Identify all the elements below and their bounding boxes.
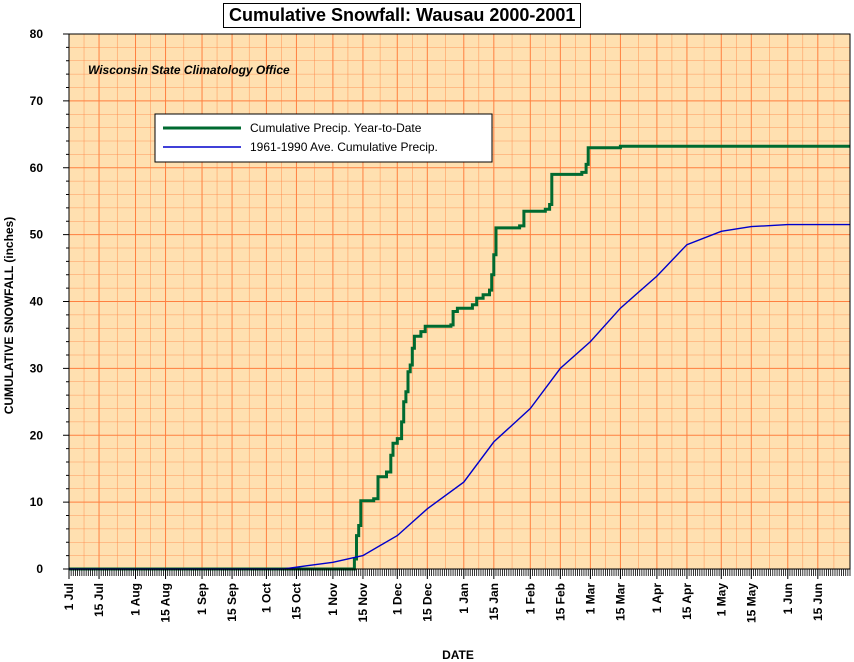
x-tick-label: 15 Oct xyxy=(289,583,303,620)
legend-label-1: Cumulative Precip. Year-to-Date xyxy=(250,121,422,135)
x-tick-label: 15 Jul xyxy=(92,583,106,617)
x-tick-label: 15 Jun xyxy=(811,583,825,621)
x-tick-label: 1 Apr xyxy=(650,583,664,614)
x-tick-label: 1 Jun xyxy=(781,583,795,614)
y-tick-label: 10 xyxy=(30,495,44,509)
series-line-2 xyxy=(69,223,850,570)
y-tick-label: 40 xyxy=(30,295,44,309)
x-tick-label: 15 Jan xyxy=(487,583,501,620)
y-tick-label: 0 xyxy=(36,562,43,576)
legend-label-2: 1961-1990 Ave. Cumulative Precip. xyxy=(250,140,438,154)
y-tick-label: 30 xyxy=(30,361,44,375)
x-tick-label: 1 Dec xyxy=(390,583,404,615)
y-axis-label: CUMULATIVE SNOWFALL (inches) xyxy=(2,217,16,415)
x-tick-label: 1 Sep xyxy=(195,583,209,615)
x-tick-label: 15 Apr xyxy=(680,583,694,620)
x-tick-label: 1 Mar xyxy=(583,583,597,615)
legend-box xyxy=(154,113,493,163)
series-layer xyxy=(69,144,850,571)
x-axis: 1 Jul 15 Jul 1 Aug 15 Aug 1 Sep 15 Sep 1 Oct 15… xyxy=(62,569,851,623)
y-axis: 0 10 20 30 40 50 60 70 80 xyxy=(30,27,69,576)
x-tick-label: 15 Nov xyxy=(356,583,370,623)
x-tick-label: 15 Feb xyxy=(553,583,567,621)
x-tick-label: 15 Mar xyxy=(613,583,627,621)
legend: Cumulative Precip. Year-to-Date 1961-1990… xyxy=(154,113,493,163)
x-tick-label: 15 Sep xyxy=(225,583,239,622)
y-tick-label: 60 xyxy=(30,161,44,175)
x-axis-label: DATE xyxy=(442,648,474,662)
chart-subtitle: Wisconsin State Climatology Office xyxy=(88,63,290,77)
x-tick-label: 1 Feb xyxy=(523,583,537,614)
x-tick-label: 1 Nov xyxy=(326,583,340,616)
x-tick-label: 1 May xyxy=(714,583,728,617)
y-tick-label: 70 xyxy=(30,94,44,108)
x-tick-label: 15 Dec xyxy=(420,583,434,622)
x-tick-label: 1 Jan xyxy=(457,583,471,614)
x-tick-label: 15 May xyxy=(744,583,758,623)
y-tick-label: 20 xyxy=(30,428,44,442)
chart-title: Cumulative Snowfall: Wausau 2000-2001 xyxy=(223,3,582,28)
y-tick-label: 50 xyxy=(30,228,44,242)
y-tick-label: 80 xyxy=(30,27,44,41)
x-tick-label: 1 Jul xyxy=(62,583,76,610)
x-tick-label: 1 Oct xyxy=(259,583,273,613)
x-tick-label: 15 Aug xyxy=(159,583,173,623)
series-line-1 xyxy=(69,144,850,571)
x-tick-label: 1 Aug xyxy=(129,583,143,616)
